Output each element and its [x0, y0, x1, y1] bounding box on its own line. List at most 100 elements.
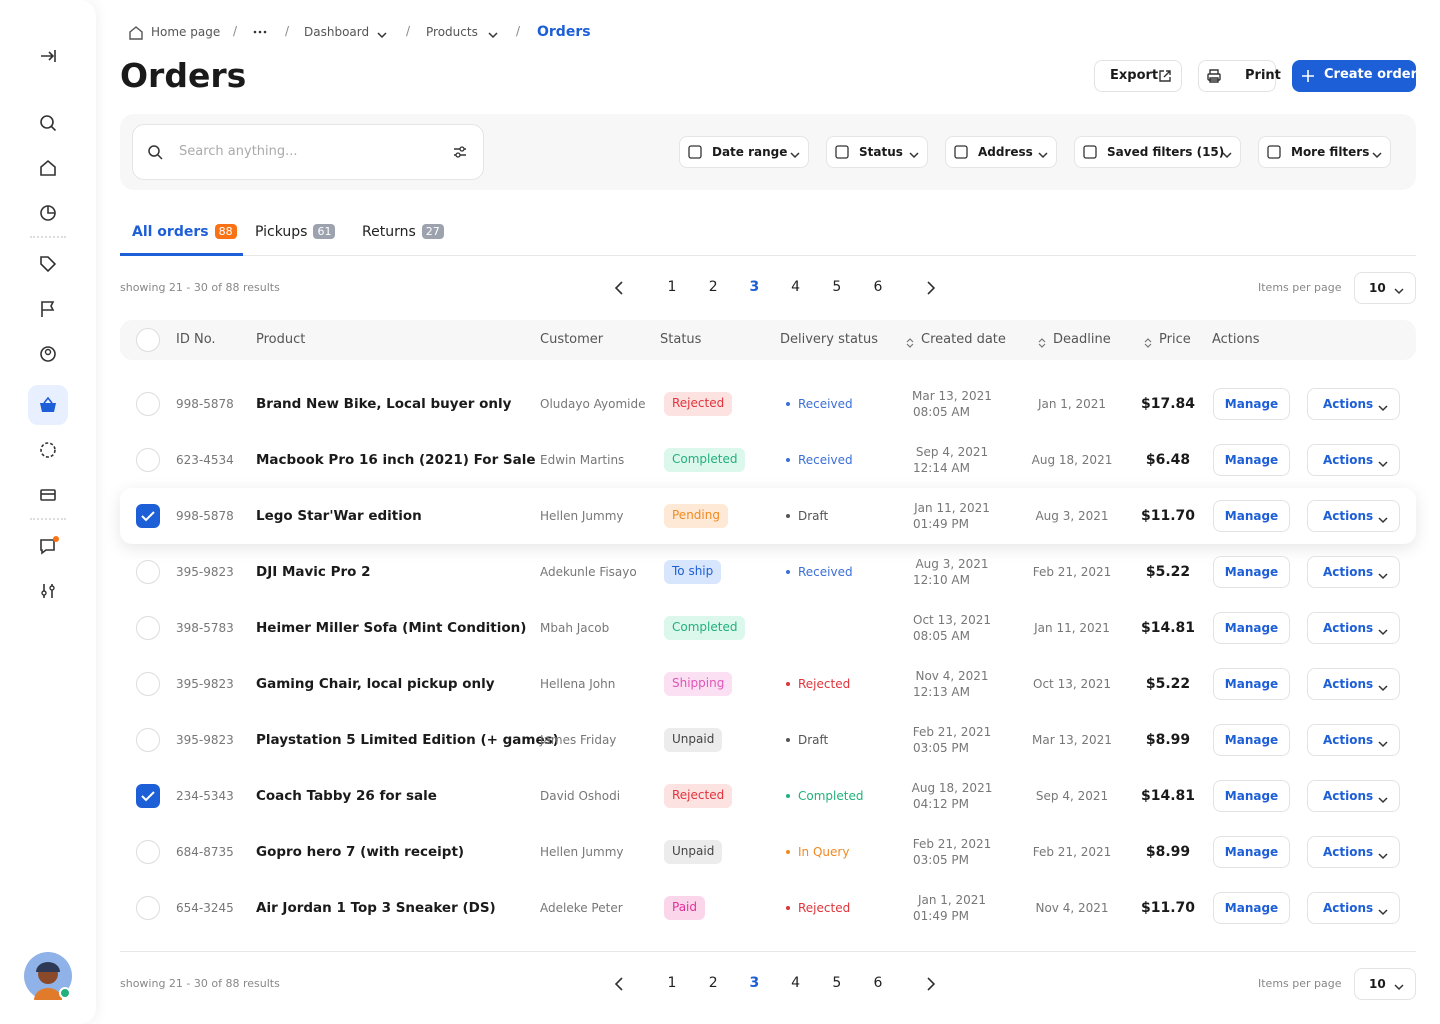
row-checkbox[interactable] [136, 840, 160, 864]
column-header: Product [256, 332, 306, 347]
delivery-dot [786, 570, 790, 574]
manage-button[interactable]: Manage [1213, 500, 1290, 532]
header-checkbox[interactable] [136, 328, 160, 352]
per-page-select[interactable]: 10 [1354, 272, 1416, 304]
page-number[interactable]: 1 [667, 279, 677, 295]
row-checkbox[interactable] [136, 728, 160, 752]
manage-button[interactable]: Manage [1213, 388, 1290, 420]
tab-label[interactable]: All orders [132, 224, 209, 240]
tag-icon[interactable] [38, 254, 58, 274]
flag-icon[interactable] [38, 299, 58, 319]
actions-button[interactable]: Actions [1307, 556, 1400, 588]
row-checkbox[interactable] [136, 392, 160, 416]
row-checkbox[interactable] [136, 784, 160, 808]
page-number[interactable]: 6 [873, 279, 883, 295]
row-checkbox[interactable] [136, 896, 160, 920]
actions-button[interactable]: Actions [1307, 612, 1400, 644]
actions-button[interactable]: Actions [1307, 780, 1400, 812]
chart-icon[interactable] [38, 203, 58, 223]
breadcrumb-item[interactable]: Home page [151, 25, 221, 39]
page-number[interactable]: 2 [708, 975, 718, 991]
actions-button[interactable]: Actions [1307, 500, 1400, 532]
manage-button[interactable]: Manage [1213, 668, 1290, 700]
price: $14.81 [1140, 620, 1196, 636]
badge-icon[interactable] [38, 440, 58, 460]
page-number[interactable]: 3 [749, 279, 760, 295]
filter-chip[interactable]: Saved filters (15) [1074, 136, 1241, 168]
filter-chip-icon [834, 144, 850, 164]
sort-icon [905, 334, 915, 353]
prev-page [612, 976, 628, 996]
manage-button[interactable]: Manage [1213, 444, 1290, 476]
print-button[interactable]: Print [1198, 60, 1281, 92]
column-header: Actions [1212, 332, 1260, 347]
page-number[interactable]: 4 [791, 975, 801, 991]
column-header[interactable]: Price [1159, 332, 1191, 347]
filter-chip[interactable]: Address [945, 136, 1057, 168]
tab-label[interactable]: Returns [362, 224, 416, 240]
actions-button[interactable]: Actions [1307, 444, 1400, 476]
row-checkbox[interactable] [136, 672, 160, 696]
actions-button[interactable]: Actions [1307, 892, 1400, 924]
price: $17.84 [1140, 396, 1196, 412]
column-header: ID No. [176, 332, 216, 347]
search-icon[interactable] [38, 113, 58, 133]
created-time: 12:14 AM [913, 461, 970, 475]
user-icon[interactable] [38, 344, 58, 364]
next-page [922, 976, 938, 996]
manage-button[interactable]: Manage [1213, 836, 1290, 868]
actions-button[interactable]: Actions [1307, 388, 1400, 420]
column-header: Customer [540, 332, 604, 347]
page-number[interactable]: 3 [749, 975, 760, 991]
search-box[interactable] [132, 124, 484, 180]
page-number[interactable]: 5 [832, 279, 842, 295]
breadcrumb-item[interactable]: Dashboard [304, 25, 370, 39]
actions-button[interactable]: Actions [1307, 724, 1400, 756]
tab-divider [120, 255, 1416, 256]
page-number[interactable]: 4 [791, 279, 801, 295]
tab-label[interactable]: Pickups [255, 224, 308, 240]
export-button[interactable]: Export [1094, 60, 1182, 92]
manage-button[interactable]: Manage [1213, 780, 1290, 812]
sort-icon-svg [906, 338, 914, 348]
chevron [1393, 282, 1405, 301]
page-number[interactable]: 2 [708, 279, 718, 295]
actions-button[interactable]: Actions [1307, 668, 1400, 700]
avatar[interactable] [24, 952, 72, 1000]
manage-button[interactable]: Manage [1213, 612, 1290, 644]
created-date: Nov 4, 2021 [915, 669, 989, 683]
chat-icon[interactable] [38, 535, 60, 557]
page-number[interactable]: 5 [832, 975, 842, 991]
per-page-label: Items per page [1258, 977, 1342, 990]
manage-button[interactable]: Manage [1213, 892, 1290, 924]
per-page-select[interactable]: 10 [1354, 968, 1416, 1000]
filter-chip-icon-svg [1267, 145, 1281, 159]
page-number[interactable]: 1 [667, 975, 677, 991]
page-number[interactable]: 6 [873, 975, 883, 991]
row-checkbox[interactable] [136, 448, 160, 472]
column-header[interactable]: Created date [921, 332, 1006, 347]
home-icon[interactable] [38, 158, 58, 178]
delivery-dot [786, 514, 790, 518]
breadcrumb-item[interactable]: Orders [537, 24, 591, 40]
filter-icon-svg [454, 146, 466, 158]
actions-button[interactable]: Actions [1307, 836, 1400, 868]
created-date: Feb 21, 2021 [912, 837, 992, 851]
filter-chip[interactable]: Status [826, 136, 928, 168]
filter-chip-icon-svg [688, 145, 702, 159]
row-checkbox[interactable] [136, 560, 160, 584]
basket-icon[interactable] [38, 395, 58, 415]
card-icon[interactable] [38, 485, 58, 505]
collapse-icon[interactable] [38, 46, 58, 66]
settings-icon[interactable] [38, 581, 58, 601]
print-icon-svg [1207, 69, 1221, 83]
manage-button[interactable]: Manage [1213, 724, 1290, 756]
chevron [487, 26, 499, 45]
breadcrumb-item[interactable]: Products [426, 25, 478, 39]
delivery-status: Completed [798, 789, 864, 803]
column-header[interactable]: Deadline [1053, 332, 1111, 347]
row-checkbox[interactable] [136, 616, 160, 640]
manage-button[interactable]: Manage [1213, 556, 1290, 588]
row-checkbox[interactable] [136, 504, 160, 528]
